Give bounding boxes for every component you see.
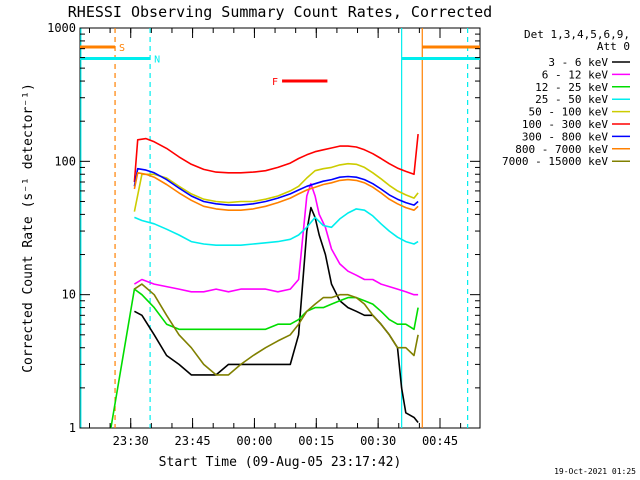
- legend-label-5: 100 - 300 keV: [522, 118, 608, 131]
- legend-label-6: 300 - 800 keV: [522, 130, 608, 143]
- legend-label-2: 12 - 25 keV: [535, 81, 608, 94]
- series-line-0: [134, 206, 419, 424]
- legend-label-0: 3 - 6 keV: [548, 56, 608, 69]
- legend-header: Att 0: [597, 40, 630, 53]
- series-line-3: [134, 208, 419, 246]
- x-tick-label: 00:45: [422, 434, 458, 448]
- y-tick-label: 100: [54, 154, 76, 168]
- y-axis-label: Corrected Count Rate (s⁻¹ detector⁻¹): [21, 83, 36, 373]
- series-line-2: [110, 288, 419, 429]
- x-axis-label: Start Time (09-Aug-05 23:17:42): [159, 455, 402, 470]
- legend-label-3: 25 - 50 keV: [535, 93, 608, 106]
- x-tick-label: 00:15: [298, 434, 334, 448]
- x-tick-label: 00:00: [236, 434, 272, 448]
- x-tick-label: 23:45: [175, 434, 211, 448]
- y-tick-label: 1000: [47, 21, 76, 35]
- y-tick-label: 1: [69, 421, 76, 435]
- footer-timestamp: 19-Oct-2021 01:25: [554, 467, 636, 476]
- chart-title: RHESSI Observing Summary Count Rates, Co…: [68, 3, 492, 21]
- series-line-4: [133, 162, 419, 212]
- legend-label-8: 7000 - 15000 keV: [502, 155, 608, 168]
- axes: 1 10 100 1000 23:30 23:45 00:00 00:15 00:30 00:45: [47, 21, 480, 448]
- series-line-1: [133, 182, 419, 296]
- x-tick-label: 23:30: [113, 434, 149, 448]
- annotation-label-N: N: [154, 55, 160, 66]
- plot-frame: [79, 27, 481, 429]
- series-line-6: [133, 167, 419, 206]
- annotation-label-F: F: [272, 77, 278, 88]
- vertical-markers: [80, 28, 469, 428]
- y-tick-label: 10: [62, 288, 76, 302]
- legend-label-1: 6 - 12 keV: [542, 68, 609, 81]
- legend-label-7: 800 - 7000 keV: [515, 143, 608, 156]
- series-line-5: [133, 134, 419, 183]
- series-line-8: [133, 283, 419, 376]
- legend-label-4: 50 - 100 keV: [529, 106, 609, 119]
- series-line-7: [133, 172, 419, 211]
- annotation-label-S: S: [119, 43, 125, 54]
- x-tick-label: 00:30: [360, 434, 396, 448]
- legend-header: Det 1,3,4,5,6,9,: [524, 28, 630, 41]
- series-lines: [110, 134, 419, 429]
- annotation-bars: S N F: [80, 43, 480, 88]
